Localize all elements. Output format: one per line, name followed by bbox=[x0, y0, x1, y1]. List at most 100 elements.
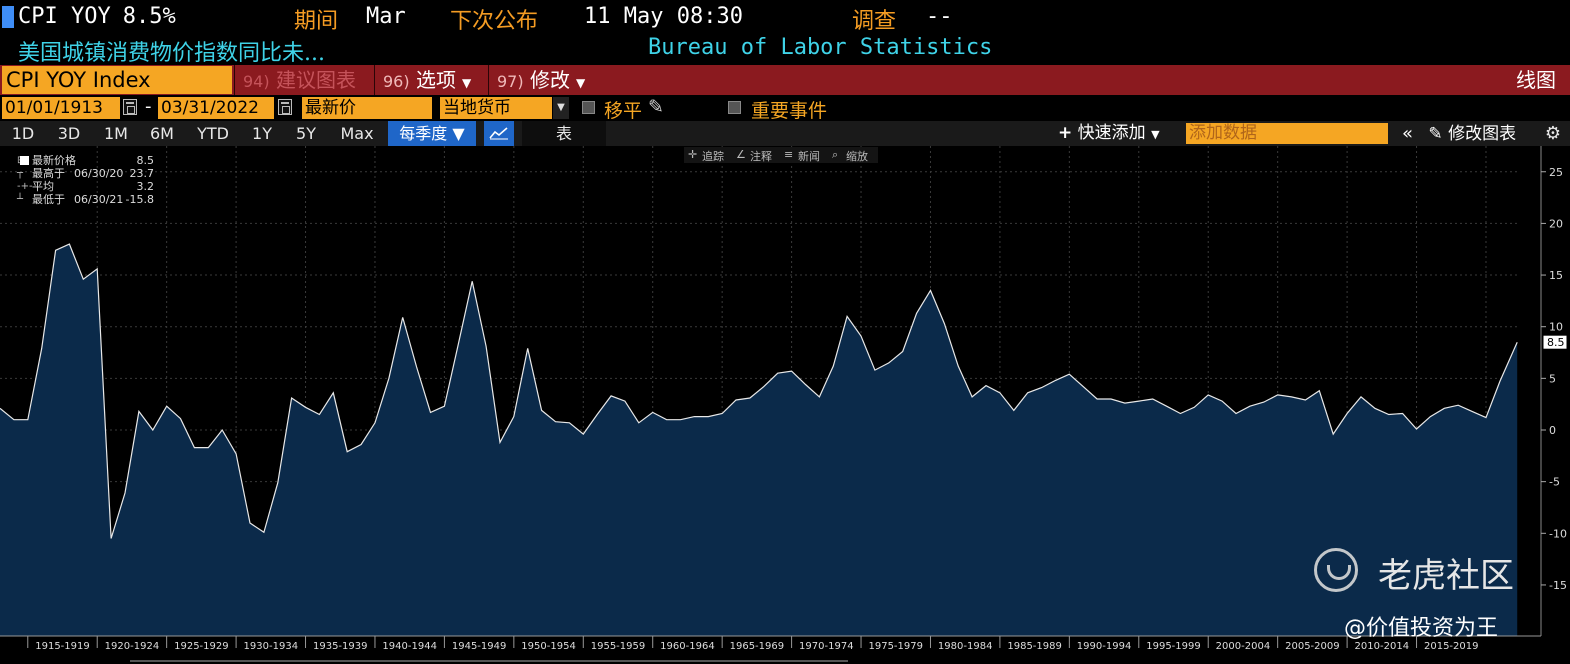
y-tick-label: 25 bbox=[1549, 166, 1563, 179]
crosshair-icon[interactable]: ✛ bbox=[688, 148, 698, 161]
currency-select[interactable]: 当地货币 bbox=[440, 97, 552, 119]
x-tick-label: 2015-2019 bbox=[1424, 641, 1479, 652]
data-point bbox=[82, 278, 84, 280]
calendar-icon[interactable] bbox=[123, 99, 137, 115]
x-tick-label: 2000-2004 bbox=[1216, 641, 1271, 652]
news-icon[interactable]: ≡ bbox=[784, 148, 794, 161]
author-watermark: @价值投资为王 bbox=[1344, 616, 1499, 641]
data-point bbox=[1124, 402, 1126, 404]
news-tool[interactable]: 新闻 bbox=[798, 150, 820, 163]
last-value-marker-label: 8.5 bbox=[1547, 336, 1565, 349]
range-6m-button[interactable]: 6M bbox=[150, 124, 174, 143]
quick-add-button[interactable]: + 快速添加 ▼ bbox=[1058, 121, 1160, 146]
plus-icon: + bbox=[1058, 123, 1073, 143]
data-point bbox=[749, 397, 751, 399]
x-tick-label: 1925-1929 bbox=[174, 641, 229, 652]
range-max-button[interactable]: Max bbox=[340, 124, 374, 143]
data-point bbox=[249, 522, 251, 524]
data-point bbox=[388, 377, 390, 379]
data-point bbox=[624, 400, 626, 402]
security-description: 美国城镇消费物价指数同比未... bbox=[18, 41, 325, 66]
pencil-icon: ✎ bbox=[1428, 124, 1443, 144]
survey-value: -- bbox=[926, 4, 953, 29]
data-point bbox=[1110, 398, 1112, 400]
double-chevron-left-icon[interactable]: « bbox=[1402, 123, 1414, 144]
cpi-yoy-chart[interactable]: 25 20 15 10 5 0 -5 -10 -15 8.5 1915-1919 1920-1924 1… bbox=[0, 146, 1570, 664]
start-date-field[interactable]: 01/01/1913 bbox=[2, 97, 120, 119]
next-release-value: 11 May 08:30 bbox=[584, 4, 743, 29]
add-data-input[interactable]: 添加数据 bbox=[1186, 123, 1388, 144]
data-point bbox=[1013, 409, 1015, 411]
data-point bbox=[735, 399, 737, 401]
menu-number: 97) bbox=[497, 72, 524, 91]
shift-label: 移平 bbox=[604, 100, 643, 122]
data-point bbox=[1165, 405, 1167, 407]
line-chart-icon[interactable] bbox=[484, 121, 514, 146]
x-tick-label: 1950-1954 bbox=[521, 641, 576, 652]
range-1y-button[interactable]: 1Y bbox=[252, 124, 272, 143]
price-field-select[interactable]: 最新价 bbox=[302, 97, 432, 119]
legend-label: 平均 bbox=[32, 180, 54, 193]
legend-label: 最低于 bbox=[32, 193, 65, 206]
shift-checkbox[interactable] bbox=[582, 101, 595, 114]
data-point bbox=[68, 243, 70, 245]
frequency-dropdown[interactable]: 每季度 ▼ bbox=[388, 121, 476, 146]
edit-chart-label: 修改图表 bbox=[1448, 124, 1517, 144]
data-point bbox=[957, 365, 959, 367]
data-point bbox=[1152, 398, 1154, 400]
range-1m-button[interactable]: 1M bbox=[104, 124, 128, 143]
x-axis-band bbox=[0, 636, 1570, 664]
legend-last[interactable]: ⊟ 最新价格 8.5 bbox=[8, 154, 154, 167]
edit-menu[interactable]: 97) 修改 ▼ bbox=[488, 65, 602, 95]
chart-canvas[interactable]: 25 20 15 10 5 0 -5 -10 -15 8.5 1915-1919 1920-1924 1… bbox=[0, 146, 1570, 664]
chart-tools-strip: ✛ 追踪 ∠ 注释 ≡ 新闻 ⌕ 缩放 bbox=[684, 147, 878, 163]
data-point bbox=[1068, 373, 1070, 375]
range-3d-button[interactable]: 3D bbox=[57, 124, 81, 143]
x-tick-label: 1955-1959 bbox=[591, 641, 646, 652]
last-value-marker bbox=[1542, 334, 1568, 350]
track-tool[interactable]: 追踪 bbox=[702, 150, 724, 163]
average-marker-icon: -+- bbox=[17, 181, 33, 192]
zoom-icon[interactable]: ⌕ bbox=[832, 148, 839, 161]
pencil-icon[interactable]: ✎ bbox=[648, 96, 664, 118]
zoom-tool[interactable]: 缩放 bbox=[846, 150, 868, 163]
data-point bbox=[138, 410, 140, 412]
x-tick-label: 1990-1994 bbox=[1077, 641, 1132, 652]
data-point bbox=[457, 343, 459, 345]
legend-date: 06/30/20 bbox=[74, 167, 124, 180]
suggested-charts-menu[interactable]: 94) 建议图表 bbox=[234, 65, 372, 95]
data-point bbox=[471, 280, 473, 282]
annotate-tool[interactable]: 注释 bbox=[750, 150, 772, 163]
x-tick-label: 1935-1939 bbox=[313, 641, 368, 652]
line-chart-label[interactable]: 线图 bbox=[1516, 68, 1556, 92]
chevron-down-icon[interactable]: ▼ bbox=[553, 97, 569, 119]
key-events-checkbox[interactable] bbox=[728, 101, 741, 114]
annotate-icon[interactable]: ∠ bbox=[736, 148, 746, 161]
gear-icon[interactable]: ⚙ bbox=[1544, 123, 1562, 144]
data-point bbox=[804, 383, 806, 385]
tiger-logo-icon bbox=[1314, 548, 1358, 592]
calendar-icon[interactable] bbox=[278, 99, 292, 115]
options-menu[interactable]: 96) 选项 ▼ bbox=[374, 65, 486, 95]
table-view-button[interactable]: 表 bbox=[522, 121, 606, 146]
x-tick-label: 2005-2009 bbox=[1285, 641, 1340, 652]
data-point bbox=[874, 369, 876, 371]
end-date-field[interactable]: 03/31/2022 bbox=[158, 97, 274, 119]
data-point bbox=[832, 365, 834, 367]
range-1d-button[interactable]: 1D bbox=[11, 124, 35, 143]
data-point bbox=[304, 406, 306, 408]
index-name-field[interactable]: CPI YOY Index bbox=[2, 66, 232, 94]
range-ytd-button[interactable]: YTD bbox=[197, 124, 229, 143]
x-tick-label: 1945-1949 bbox=[452, 641, 507, 652]
data-point bbox=[638, 422, 640, 424]
range-5y-button[interactable]: 5Y bbox=[296, 124, 316, 143]
series-area bbox=[0, 244, 1518, 636]
date-separator: - bbox=[145, 96, 152, 117]
data-point bbox=[415, 366, 417, 368]
data-point bbox=[179, 417, 181, 419]
legend-average: -+- 平均 3.2 bbox=[8, 180, 154, 193]
edit-chart-button[interactable]: « ✎ 修改图表 bbox=[1402, 121, 1516, 146]
data-point bbox=[41, 347, 43, 349]
data-point bbox=[860, 335, 862, 337]
data-point bbox=[360, 443, 362, 445]
